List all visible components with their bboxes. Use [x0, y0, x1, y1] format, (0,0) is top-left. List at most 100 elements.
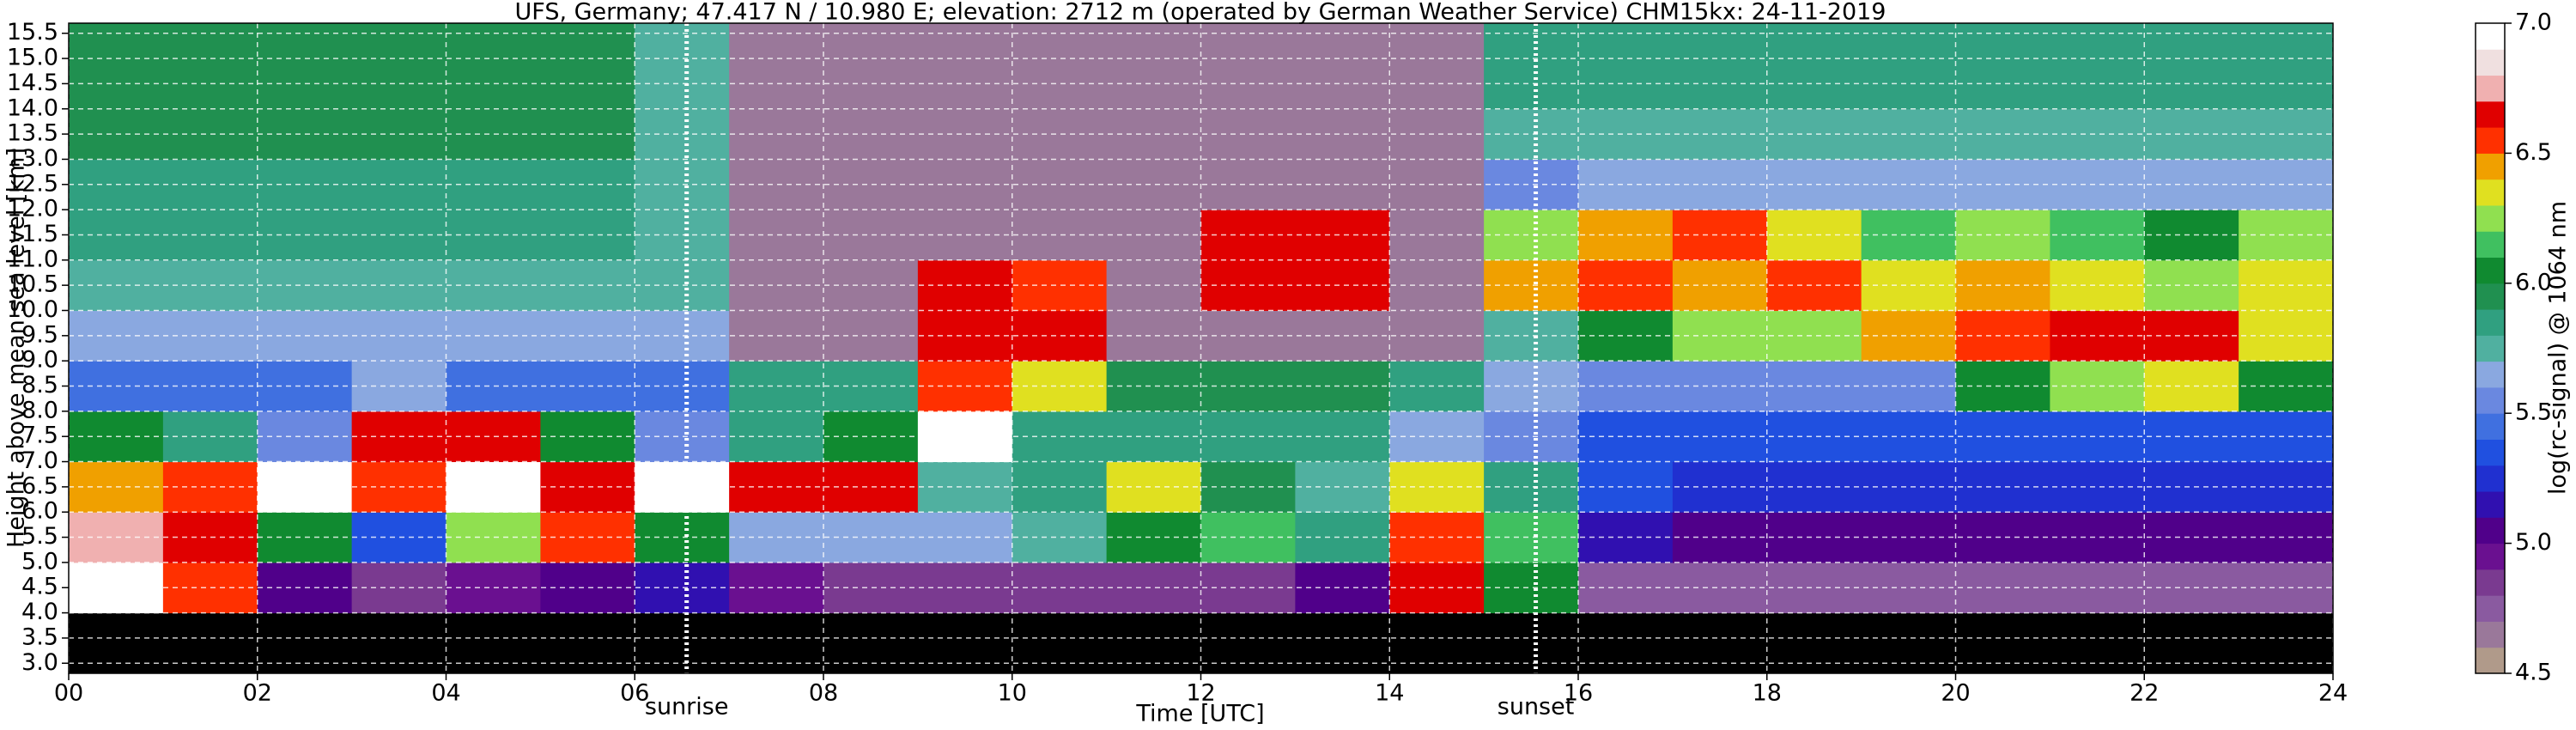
x-tick-label: 08 [809, 680, 838, 707]
y-tick-label: 5.5 [21, 523, 58, 550]
cell [1200, 23, 1296, 59]
x-tick-label: 02 [243, 680, 272, 707]
cell [540, 23, 635, 59]
colorbar-swatch [2476, 569, 2505, 596]
colorbar-swatch [2476, 23, 2505, 50]
cell [1578, 23, 1674, 59]
overlay: 3.03.54.04.55.05.56.06.57.07.58.08.59.09… [7, 19, 2348, 720]
colorbar-swatch [2476, 386, 2505, 414]
y-tick-label: 13.0 [7, 145, 58, 172]
colorbar-swatch [2476, 204, 2505, 232]
colorbar-swatch [2476, 491, 2505, 518]
x-tick-label: 10 [998, 680, 1027, 707]
cell [1578, 612, 1674, 674]
annotation-label: sunrise [645, 694, 729, 721]
y-tick-label: 15.5 [7, 19, 58, 46]
cell [69, 23, 164, 59]
colorbar-label: log(rc-signal) @ 1064 nm [2545, 201, 2572, 495]
colorbar-swatch [2476, 335, 2505, 362]
x-tick-label: 18 [1753, 680, 1782, 707]
colorbar-swatch [2476, 413, 2505, 440]
cell [823, 23, 919, 59]
cell [162, 23, 258, 59]
colorbar-swatch [2476, 361, 2505, 388]
cell [257, 23, 353, 59]
cell [1295, 23, 1390, 59]
colorbar-frame [2475, 22, 2506, 674]
colorbar-tick-label: 5.0 [2515, 529, 2552, 556]
y-tick-label: 15.0 [7, 45, 58, 71]
colorbar-swatch [2476, 283, 2505, 310]
x-axis-label: Time [UTC] [1135, 701, 1264, 727]
cell [1200, 612, 1296, 674]
y-tick-label: 9.0 [21, 347, 58, 374]
y-tick-label: 6.5 [21, 472, 58, 499]
colorbar-swatch [2476, 543, 2505, 570]
cell [2144, 23, 2239, 59]
annotation-label: sunset [1498, 694, 1575, 721]
cell [917, 23, 1013, 59]
y-tick-label: 5.0 [21, 548, 58, 575]
cell [2050, 23, 2145, 59]
y-tick-label: 14.5 [7, 70, 58, 96]
y-tick-label: 11.0 [7, 246, 58, 272]
cell [1672, 23, 1768, 59]
y-tick-label: 12.0 [7, 196, 58, 222]
y-tick-label: 7.0 [21, 447, 58, 474]
cell [69, 612, 164, 674]
colorbar-swatch [2476, 179, 2505, 206]
x-tick-label: 00 [54, 680, 83, 707]
cell [1295, 612, 1390, 674]
cell [1012, 23, 1108, 59]
colorbar-tick-label: 7.0 [2515, 9, 2552, 36]
cell [1484, 23, 1579, 59]
y-tick-label: 12.5 [7, 170, 58, 197]
cell [1389, 612, 1485, 674]
colorbar-tick-label: 5.5 [2515, 399, 2552, 426]
y-tick-label: 3.0 [21, 649, 58, 676]
colorbar-swatch [2476, 621, 2505, 648]
cell [1766, 612, 1862, 674]
y-tick-label: 11.5 [7, 221, 58, 247]
x-tick-label: 04 [431, 680, 460, 707]
cell [2144, 612, 2239, 674]
y-tick-label: 13.5 [7, 120, 58, 147]
colorbar-swatch [2476, 647, 2505, 674]
cell [1766, 23, 1862, 59]
cell [1861, 612, 1956, 674]
y-tick-label: 8.0 [21, 397, 58, 423]
cell [1955, 612, 2050, 674]
cell [351, 612, 447, 674]
cell [1106, 612, 1201, 674]
colorbar-tick-label: 4.5 [2515, 660, 2552, 686]
colorbar-swatch [2476, 309, 2505, 336]
cell [1955, 23, 2050, 59]
y-axis-label: Height above mean sea level [km] [3, 148, 30, 548]
colorbar-swatch [2476, 595, 2505, 622]
cell [2050, 612, 2145, 674]
y-tick-label: 3.5 [21, 624, 58, 650]
chart-title: UFS, Germany; 47.417 N / 10.980 E; eleva… [515, 0, 1886, 26]
cell [1389, 23, 1485, 59]
y-tick-label: 4.5 [21, 574, 58, 600]
cell [729, 23, 824, 59]
colorbar-tick-label: 6.0 [2515, 269, 2552, 295]
x-tick-label: 06 [620, 680, 649, 707]
x-tick-label: 24 [2318, 680, 2348, 707]
cell [823, 612, 919, 674]
y-tick-label: 4.0 [21, 599, 58, 625]
cell [540, 612, 635, 674]
y-tick-label: 6.0 [21, 498, 58, 525]
cell [635, 23, 730, 59]
y-tick-label: 9.5 [21, 321, 58, 348]
cell [1106, 23, 1201, 59]
cell [162, 612, 258, 674]
x-tick-label: 12 [1186, 680, 1215, 707]
x-tick-label: 14 [1375, 680, 1404, 707]
cell [1012, 612, 1108, 674]
y-tick-label: 10.5 [7, 271, 58, 298]
y-tick-label: 10.0 [7, 296, 58, 323]
colorbar-swatch [2476, 153, 2505, 180]
cell [1484, 612, 1579, 674]
